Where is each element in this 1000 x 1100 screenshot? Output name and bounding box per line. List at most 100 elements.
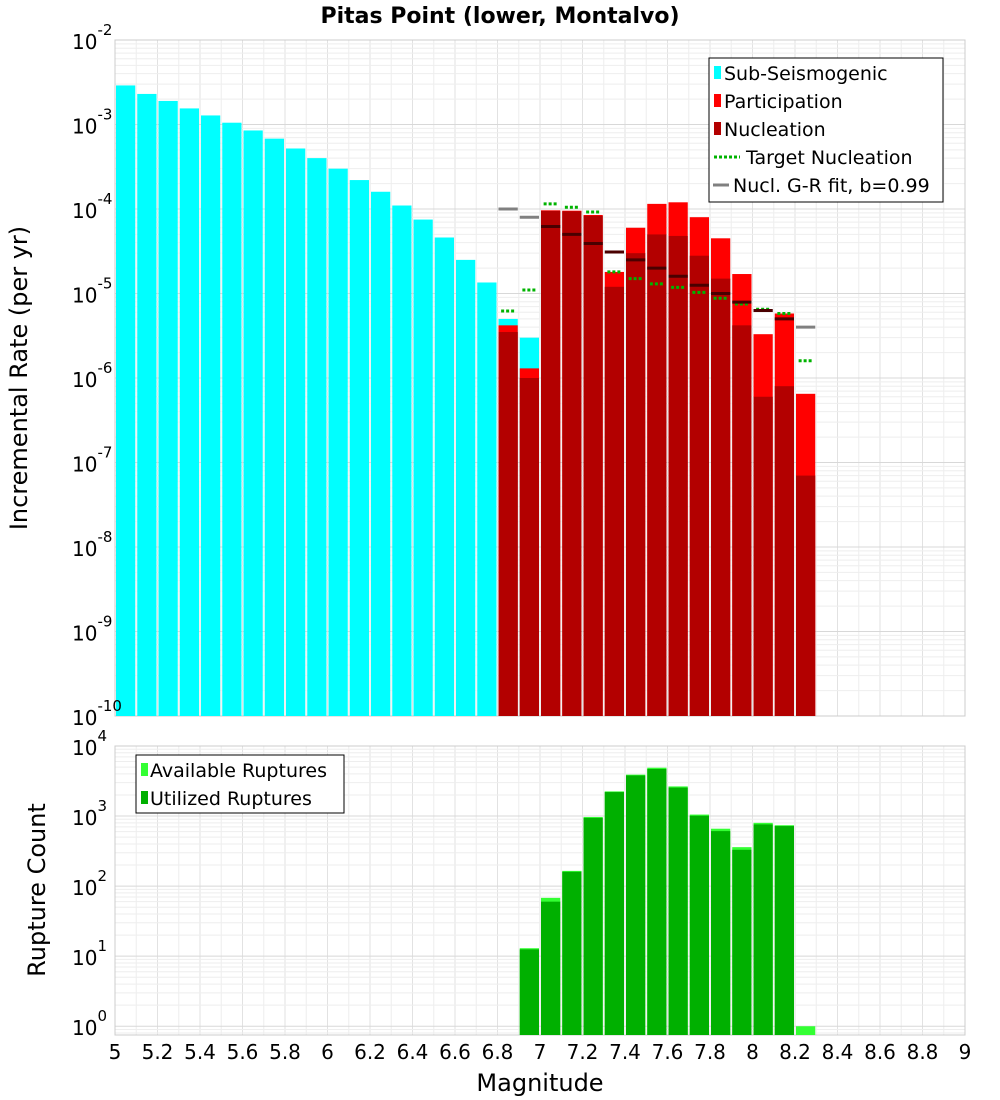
y-tick-label: 102 (72, 867, 107, 900)
bar-sub-seismogenic (243, 130, 263, 716)
bar-nucleation (732, 325, 752, 716)
bottom-legend: Available Ruptures Utilized Ruptures (135, 754, 345, 814)
bar-utilized-ruptures (732, 849, 752, 1035)
bar-sub-seismogenic (434, 237, 454, 717)
y-tick-label: 10-9 (72, 613, 112, 646)
legend-swatch-participation (714, 94, 721, 107)
bar-nucleation (774, 386, 794, 716)
x-tick-labels: 5 5.2 5.4 5.6 5.8 6 6.2 6.4 6.6 6.8 7 7.2 7.4 7.6 7.8 8… (109, 1040, 972, 1064)
bottom-legend-box (135, 754, 345, 814)
legend-label-available-ruptures: Available Ruptures (150, 760, 327, 782)
bottom-y-axis-label: Rupture Count (23, 803, 51, 977)
y-tick-label: 10-5 (72, 275, 112, 308)
bar-sub-seismogenic (371, 191, 391, 717)
legend-swatch-nucleation (714, 122, 721, 135)
bar-utilized-ruptures (583, 817, 603, 1035)
bar-utilized-ruptures (541, 901, 561, 1035)
legend-label-utilized-ruptures: Utilized Ruptures (150, 788, 312, 810)
bar-sub-seismogenic (116, 85, 136, 716)
top-plot-frame (114, 39, 966, 717)
top-y-axis-label: Incremental Rate (per yr) (5, 226, 33, 530)
bar-utilized-ruptures (626, 775, 646, 1035)
y-tick-label: 101 (72, 937, 107, 970)
legend-label-gr-fit: Nucl. G-R fit, b=0.99 (733, 175, 930, 197)
bar-utilized-ruptures (689, 815, 709, 1035)
x-tick-label: 7.4 (609, 1040, 641, 1064)
bottom-y-tick-labels: 100 101 102 103 104 (72, 727, 107, 1040)
x-tick-label: 8.6 (864, 1040, 896, 1064)
bar-utilized-ruptures (753, 824, 773, 1035)
legend-label-target-nucleation: Target Nucleation (745, 147, 913, 169)
y-tick-label: 10-4 (72, 190, 112, 223)
bar-nucleation (519, 378, 539, 716)
bar-utilized-ruptures (647, 768, 667, 1035)
legend-swatch-sub-seismogenic (714, 66, 721, 79)
legend-label-participation: Participation (724, 91, 843, 113)
bar-nucleation (689, 255, 709, 716)
bar-nucleation (583, 215, 603, 717)
x-tick-label: 5.6 (227, 1040, 259, 1064)
bar-nucleation (562, 211, 582, 716)
top-y-tick-labels: 10-10 10-9 10-8 10-7 10-6 10-5 10-4 10-3 10-2 (72, 21, 122, 730)
bar-utilized-ruptures (562, 871, 582, 1035)
x-tick-label: 5.2 (142, 1040, 174, 1064)
bar-utilized-ruptures (668, 787, 688, 1035)
legend-swatch-available-ruptures (141, 763, 148, 776)
x-tick-label: 8 (746, 1040, 759, 1064)
bar-nucleation (626, 253, 646, 716)
bar-sub-seismogenic (413, 219, 433, 717)
bar-nucleation (753, 396, 773, 716)
x-tick-label: 8.4 (822, 1040, 854, 1064)
top-bars (116, 85, 816, 717)
x-axis-label: Magnitude (476, 1069, 603, 1097)
bar-available-ruptures (796, 1026, 816, 1035)
y-tick-label: 10-3 (72, 106, 112, 139)
x-tick-label: 6 (321, 1040, 334, 1064)
bottom-bars (519, 767, 816, 1035)
y-tick-label: 10-8 (72, 528, 112, 561)
x-tick-label: 8.2 (779, 1040, 811, 1064)
x-tick-label: 6.6 (439, 1040, 471, 1064)
x-tick-label: 6.8 (482, 1040, 514, 1064)
bar-sub-seismogenic (307, 158, 327, 717)
bar-sub-seismogenic (264, 138, 284, 716)
bar-sub-seismogenic (201, 115, 221, 717)
bar-sub-seismogenic (456, 259, 476, 716)
x-tick-label: 5 (109, 1040, 122, 1064)
bar-nucleation (647, 234, 667, 717)
top-legend-box (708, 57, 944, 203)
x-tick-label: 5.8 (269, 1040, 301, 1064)
bar-nucleation (668, 235, 688, 716)
bar-nucleation (796, 475, 816, 716)
bar-nucleation (604, 286, 624, 716)
x-tick-label: 5.4 (184, 1040, 216, 1064)
bottom-grid (114, 745, 966, 1035)
bar-sub-seismogenic (158, 100, 178, 717)
bar-nucleation (711, 278, 731, 716)
bar-utilized-ruptures (774, 826, 794, 1035)
legend-swatch-utilized-ruptures (141, 791, 148, 804)
x-tick-label: 7 (534, 1040, 547, 1064)
bar-utilized-ruptures (604, 792, 624, 1035)
y-tick-label: 10-2 (72, 21, 112, 54)
x-tick-label: 6.2 (354, 1040, 386, 1064)
x-tick-label: 7.2 (567, 1040, 599, 1064)
bar-nucleation (541, 210, 561, 716)
x-tick-label: 6.4 (397, 1040, 429, 1064)
y-tick-label: 100 (72, 1007, 107, 1040)
y-tick-label: 10-6 (72, 359, 112, 392)
bar-sub-seismogenic (477, 282, 497, 716)
bar-sub-seismogenic (286, 148, 306, 717)
y-tick-label: 10-10 (72, 697, 122, 730)
y-tick-label: 103 (72, 797, 107, 830)
top-lines (498, 202, 816, 363)
x-tick-label: 9 (959, 1040, 972, 1064)
top-legend: Sub-Seismogenic Participation Nucleation… (708, 57, 944, 203)
bar-utilized-ruptures (519, 949, 539, 1035)
y-tick-label: 104 (72, 727, 107, 760)
bar-sub-seismogenic (328, 168, 348, 717)
bottom-plot-frame (114, 745, 966, 1036)
bar-utilized-ruptures (711, 831, 731, 1035)
x-tick-label: 7.8 (694, 1040, 726, 1064)
